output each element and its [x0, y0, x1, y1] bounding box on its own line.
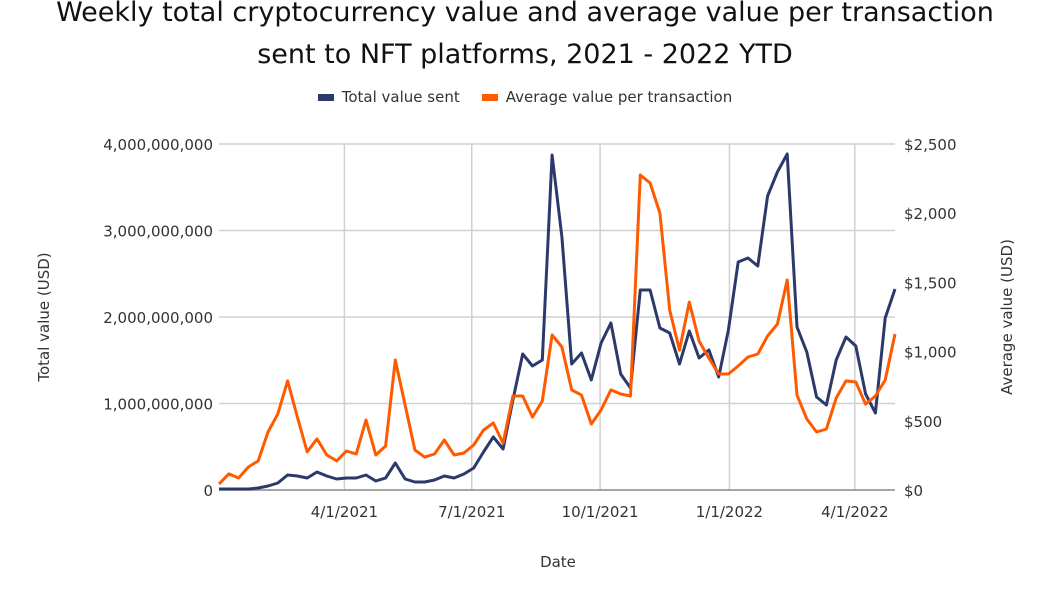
y-tick-left: 4,000,000,000 [103, 136, 213, 154]
x-tick-label: 4/1/2022 [821, 503, 888, 521]
legend-item-total-value[interactable]: Total value sent [317, 88, 460, 106]
legend-swatch-average-value [481, 93, 498, 101]
series-line-average-value [217, 173, 897, 486]
chart-title: Weekly total cryptocurrency value and av… [0, 0, 1050, 76]
tick-labels: 0 1,000,000,000 2,000,000,000 3,000,000,000… [103, 136, 956, 521]
y-tick-left: 2,000,000,000 [103, 309, 213, 327]
y-tick-left: 0 [203, 482, 213, 500]
legend-label-average-value: Average value per transaction [505, 88, 733, 106]
y-tick-right: $1,000 [904, 344, 957, 362]
y-tick-right: $500 [904, 413, 942, 431]
y-tick-right: $1,500 [904, 274, 957, 292]
y-axis-left-label: Total value (USD) [35, 252, 53, 382]
chart-title-line-1: Weekly total cryptocurrency value and av… [56, 0, 994, 28]
chart-title-line-2: sent to NFT platforms, 2021 - 2022 YTD [257, 39, 793, 70]
y-tick-right: $0 [904, 482, 923, 500]
x-tick-label: 10/1/2021 [562, 503, 639, 521]
x-axis-label: Date [540, 553, 576, 571]
y-axis-right-label: Average value (USD) [998, 239, 1016, 395]
series-lines [217, 152, 897, 491]
y-tick-right: $2,000 [904, 205, 957, 223]
x-tick-label: 7/1/2021 [438, 503, 505, 521]
y-tick-left: 1,000,000,000 [103, 396, 213, 414]
y-tick-right: $2,500 [904, 136, 957, 154]
legend-swatch-total-value [317, 93, 334, 101]
legend-label-total-value: Total value sent [341, 88, 460, 106]
x-tick-label: 4/1/2021 [311, 503, 378, 521]
legend: Total value sent Average value per trans… [0, 88, 1050, 106]
legend-item-average-value[interactable]: Average value per transaction [481, 88, 733, 106]
series-line-total-value [219, 152, 897, 491]
x-tick-label: 1/1/2022 [696, 503, 763, 521]
y-tick-left: 3,000,000,000 [103, 223, 213, 241]
